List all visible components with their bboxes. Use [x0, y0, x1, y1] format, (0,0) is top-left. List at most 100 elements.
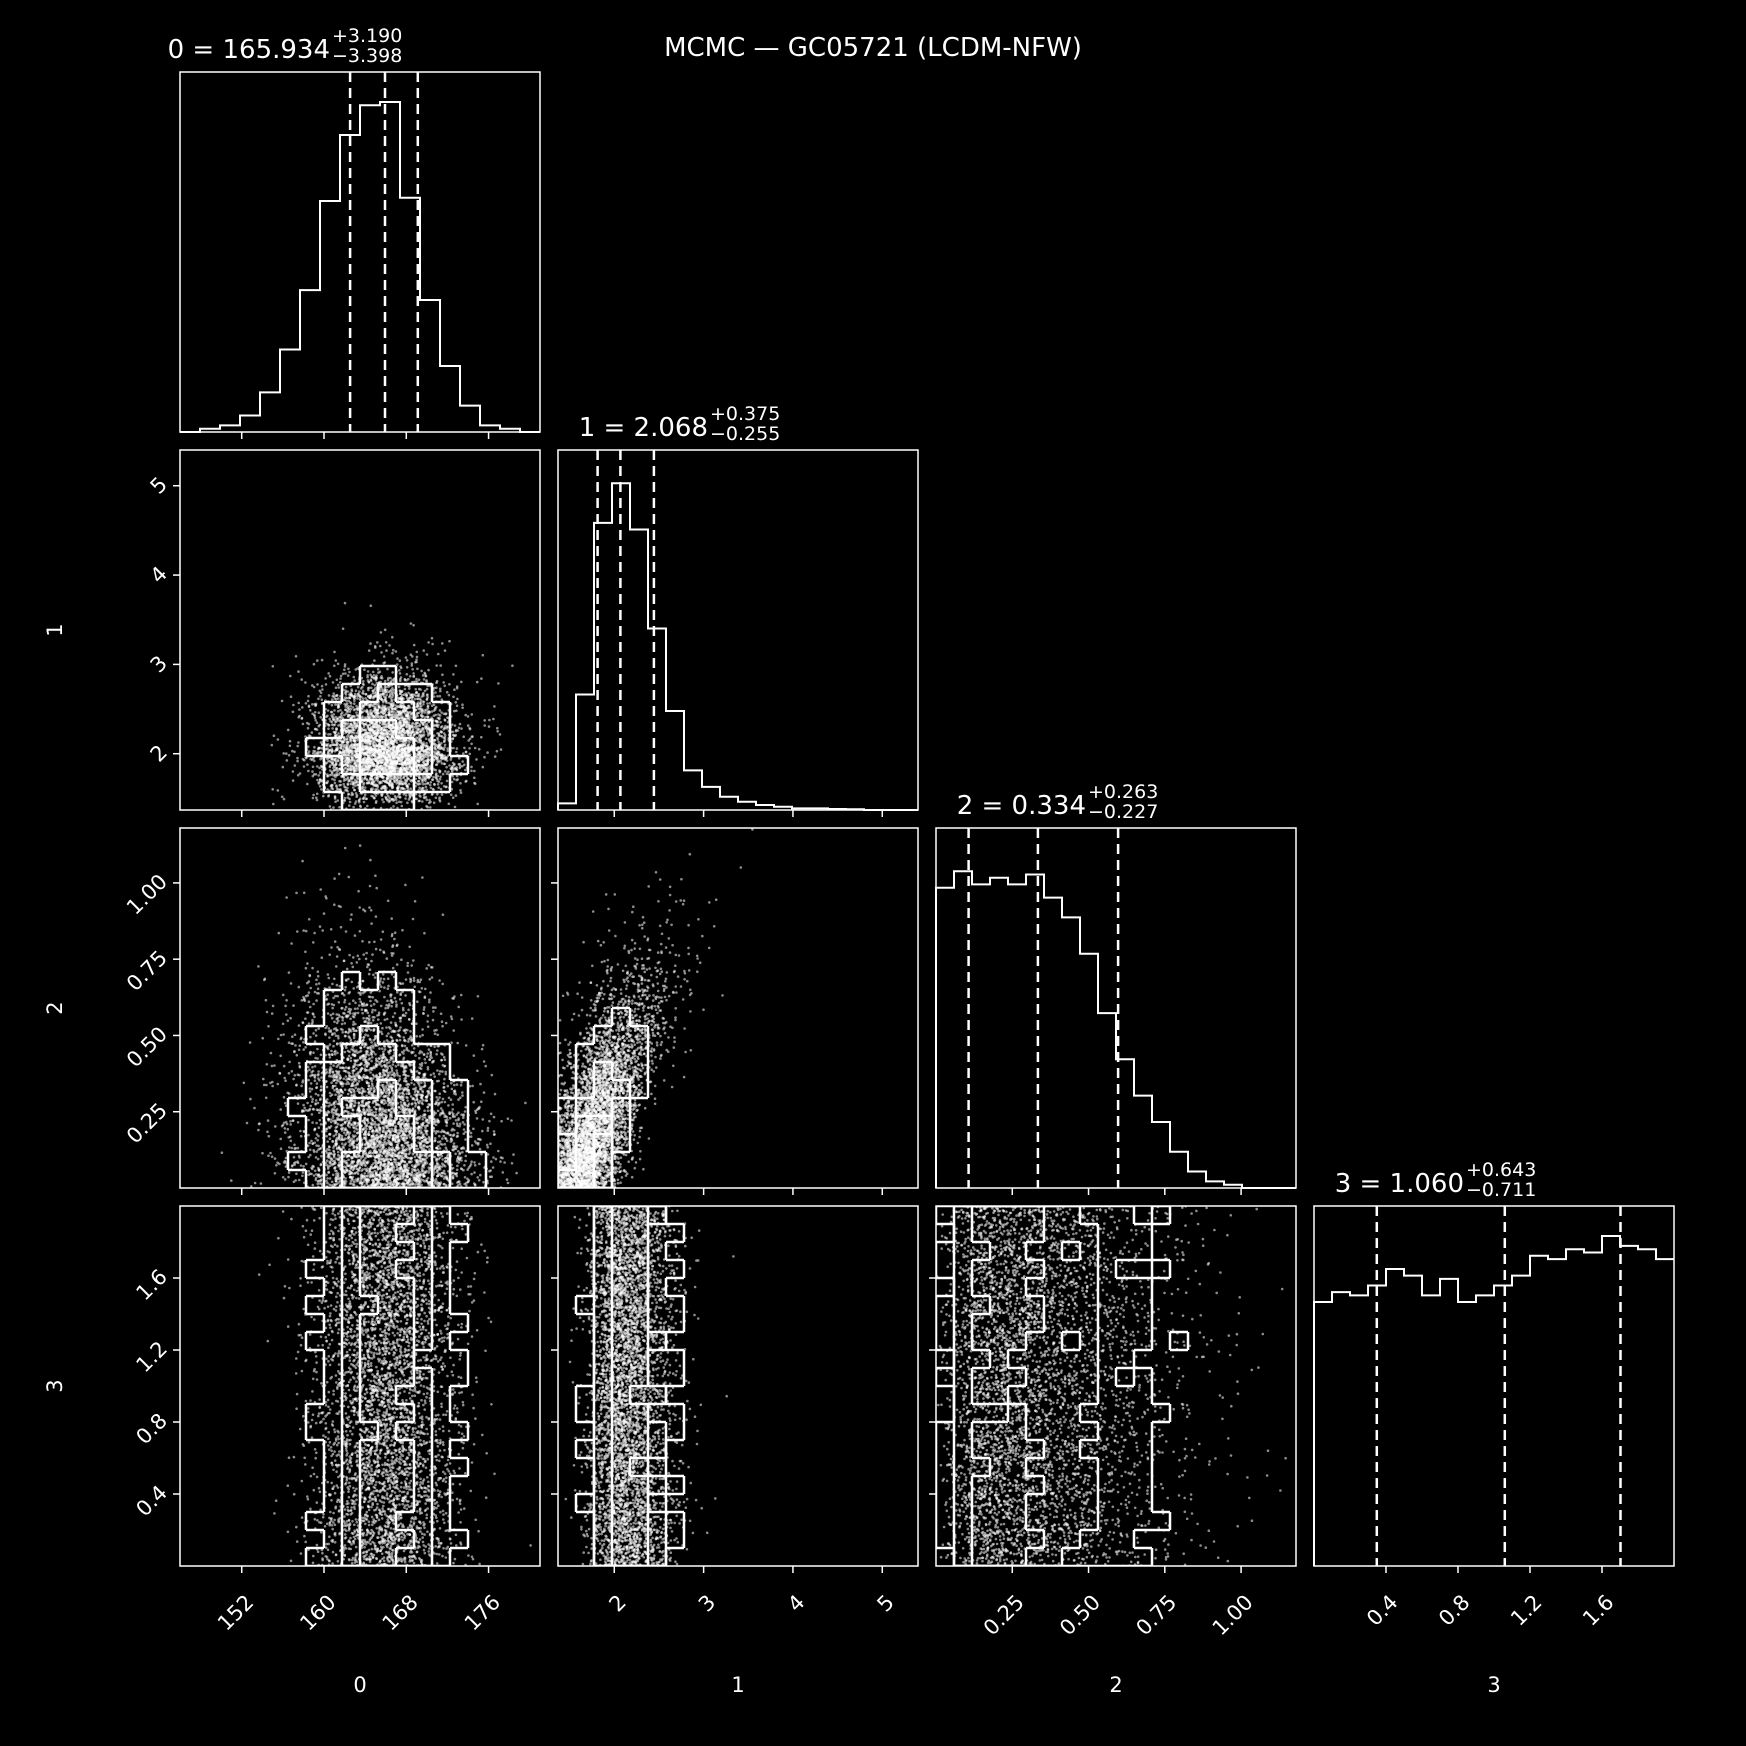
sample-point — [382, 655, 386, 658]
sample-point — [432, 775, 435, 779]
sample-point — [470, 769, 473, 773]
sample-point — [375, 674, 378, 677]
sample-point — [407, 782, 411, 786]
sample-point — [462, 752, 465, 755]
sample-point — [389, 702, 393, 706]
sample-point — [297, 715, 301, 719]
sample-point — [410, 664, 414, 667]
sample-point — [418, 794, 421, 797]
panel-content-0-2 — [180, 828, 540, 1188]
sample-point — [380, 748, 383, 751]
sample-point — [330, 714, 334, 717]
sample-point — [383, 780, 387, 784]
sample-point — [441, 757, 444, 761]
sample-point — [344, 691, 347, 695]
sample-point — [378, 761, 381, 764]
sample-point — [418, 767, 422, 771]
sample-point — [387, 735, 390, 739]
sample-point — [456, 697, 459, 701]
sample-point — [384, 697, 388, 700]
sample-point — [376, 711, 380, 715]
sample-point — [368, 696, 372, 700]
sample-point — [386, 745, 390, 748]
sample-point — [450, 723, 454, 726]
sample-point — [327, 794, 330, 798]
sample-point — [428, 765, 432, 768]
sample-point — [368, 777, 372, 781]
sample-point — [424, 777, 428, 780]
sample-point — [441, 673, 444, 676]
sample-point — [405, 784, 409, 788]
sample-point — [432, 714, 436, 717]
sample-point — [486, 1153, 490, 1156]
sample-point — [356, 692, 360, 696]
sample-point — [493, 705, 496, 708]
sample-point — [468, 737, 472, 741]
sample-point — [352, 731, 356, 735]
sample-point — [304, 950, 307, 954]
sample-point — [438, 770, 442, 774]
sample-point — [327, 759, 330, 763]
sample-point — [445, 1124, 448, 1127]
sample-point — [358, 800, 361, 804]
sample-point — [388, 751, 392, 755]
sample-point — [442, 785, 446, 788]
sample-point — [354, 792, 358, 795]
sample-point — [348, 797, 351, 801]
sample-point — [386, 667, 389, 671]
sample-point — [404, 707, 408, 710]
sample-point — [437, 786, 441, 789]
sample-point — [363, 668, 366, 671]
sample-point — [382, 770, 386, 773]
sample-point — [324, 1149, 328, 1153]
sample-point — [433, 782, 436, 786]
sample-point — [464, 750, 468, 754]
sample-point — [358, 797, 362, 800]
sample-point — [475, 758, 478, 761]
sample-point — [280, 795, 284, 799]
sample-point — [371, 692, 375, 695]
sample-point — [370, 729, 374, 732]
sample-point — [319, 741, 323, 744]
sample-point — [398, 721, 402, 725]
sample-point — [382, 700, 385, 704]
sample-point — [453, 1083, 456, 1087]
sample-point — [281, 1022, 285, 1026]
sample-point — [355, 794, 359, 797]
sample-point — [394, 753, 398, 757]
sample-point — [388, 644, 391, 647]
sample-point — [315, 798, 319, 802]
sample-point — [393, 779, 396, 783]
sample-point — [451, 737, 455, 741]
sample-point — [424, 749, 427, 752]
sample-point — [393, 714, 397, 717]
sample-point — [318, 732, 321, 735]
sample-point — [338, 720, 342, 723]
sample-point — [352, 728, 355, 732]
sample-point — [331, 694, 335, 698]
sample-point — [358, 690, 361, 693]
sample-point — [480, 735, 483, 739]
sample-point — [439, 730, 443, 733]
sample-point — [381, 744, 384, 748]
sample-point — [352, 675, 356, 679]
sample-point — [390, 739, 393, 743]
sample-point — [444, 756, 448, 760]
sample-point — [339, 708, 342, 712]
sample-point — [415, 658, 418, 661]
sample-point — [495, 749, 499, 753]
sample-point — [343, 767, 347, 770]
sample-point — [415, 650, 419, 654]
sample-point — [440, 762, 444, 765]
sample-point — [428, 751, 432, 754]
sample-point — [468, 727, 472, 731]
sample-point — [455, 766, 459, 769]
sample-point — [353, 742, 357, 746]
sample-point — [333, 718, 336, 722]
sample-point — [364, 697, 368, 700]
sample-point — [346, 786, 349, 790]
sample-point — [416, 763, 420, 766]
sample-point — [381, 798, 384, 801]
sample-point — [443, 743, 447, 747]
sample-point — [311, 770, 314, 773]
